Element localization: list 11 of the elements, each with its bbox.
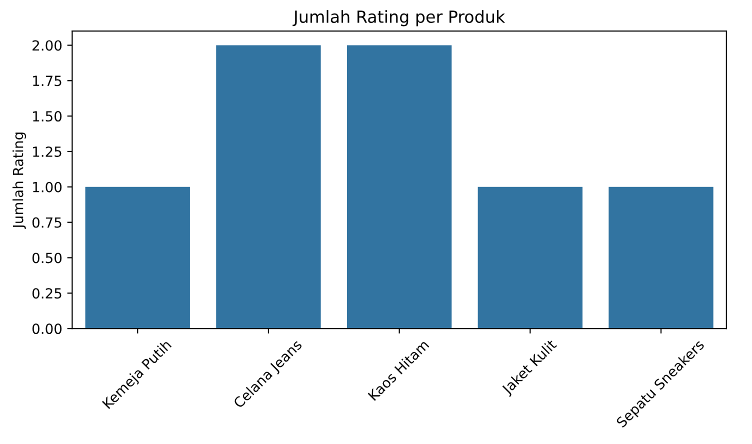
chart-title: Jumlah Rating per Produk [292, 10, 506, 26]
y-axis-title: Jumlah Rating [12, 132, 26, 229]
y-tick-label: 0.75 [32, 217, 62, 228]
y-tick-label: 1.75 [33, 76, 62, 86]
y-tick-label: 0.00 [32, 324, 62, 334]
y-tick-label: 0.50 [32, 252, 62, 264]
y-tick-label: 1.00 [33, 182, 62, 192]
y-tick-label: 2.00 [32, 40, 62, 51]
y-tick-label: 0.25 [32, 288, 62, 299]
y-tick-label: 1.25 [33, 146, 62, 157]
y-tick-label: 1.50 [33, 111, 62, 122]
